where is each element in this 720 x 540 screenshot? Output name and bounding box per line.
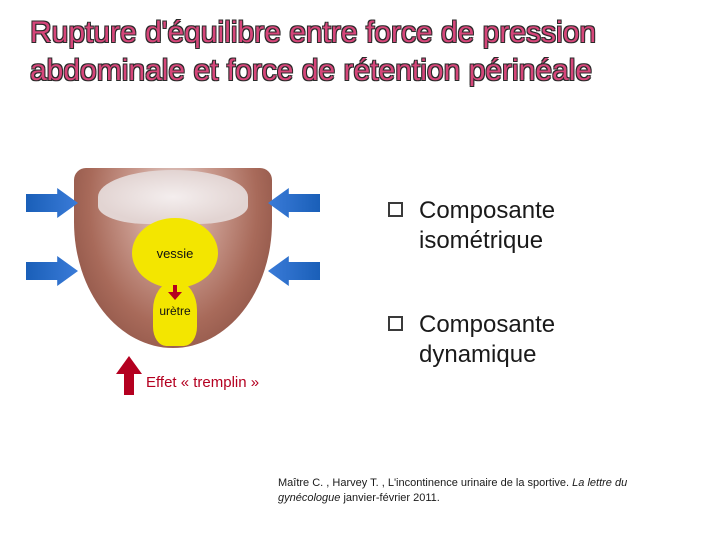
tremplin-label: Effet « tremplin »: [146, 374, 259, 391]
bullet-box-icon: [388, 316, 403, 331]
bullet-text: Composante dynamique: [419, 310, 678, 370]
uretre-label: urètre: [159, 304, 190, 318]
vessie-label: vessie: [157, 246, 194, 261]
bullet-box-icon: [388, 202, 403, 217]
uretre-down-arrow-icon: [168, 285, 182, 299]
anatomy-diagram: vessie urètre Effet « tremplin »: [28, 160, 318, 410]
slide-title: Rupture d'équilibre entre force de press…: [30, 14, 680, 91]
pressure-arrow-left-upper: [26, 188, 78, 218]
vessie-shape: vessie: [132, 218, 218, 288]
citation-authors: Maître C. , Harvey T. , L'incontinence u…: [278, 477, 572, 489]
citation-date: janvier-février 2011.: [343, 492, 439, 504]
bullet-text: Composante isométrique: [419, 196, 678, 256]
pressure-arrow-right-upper: [268, 188, 320, 218]
bullet-list: Composante isométrique Composante dynami…: [388, 196, 678, 424]
pressure-arrow-left-lower: [26, 256, 78, 286]
tremplin-arrow-icon: [116, 356, 142, 400]
list-item: Composante isométrique: [388, 196, 678, 256]
anatomy-top-tissue: [98, 170, 248, 224]
citation: Maître C. , Harvey T. , L'incontinence u…: [278, 476, 670, 506]
list-item: Composante dynamique: [388, 310, 678, 370]
pressure-arrow-right-lower: [268, 256, 320, 286]
